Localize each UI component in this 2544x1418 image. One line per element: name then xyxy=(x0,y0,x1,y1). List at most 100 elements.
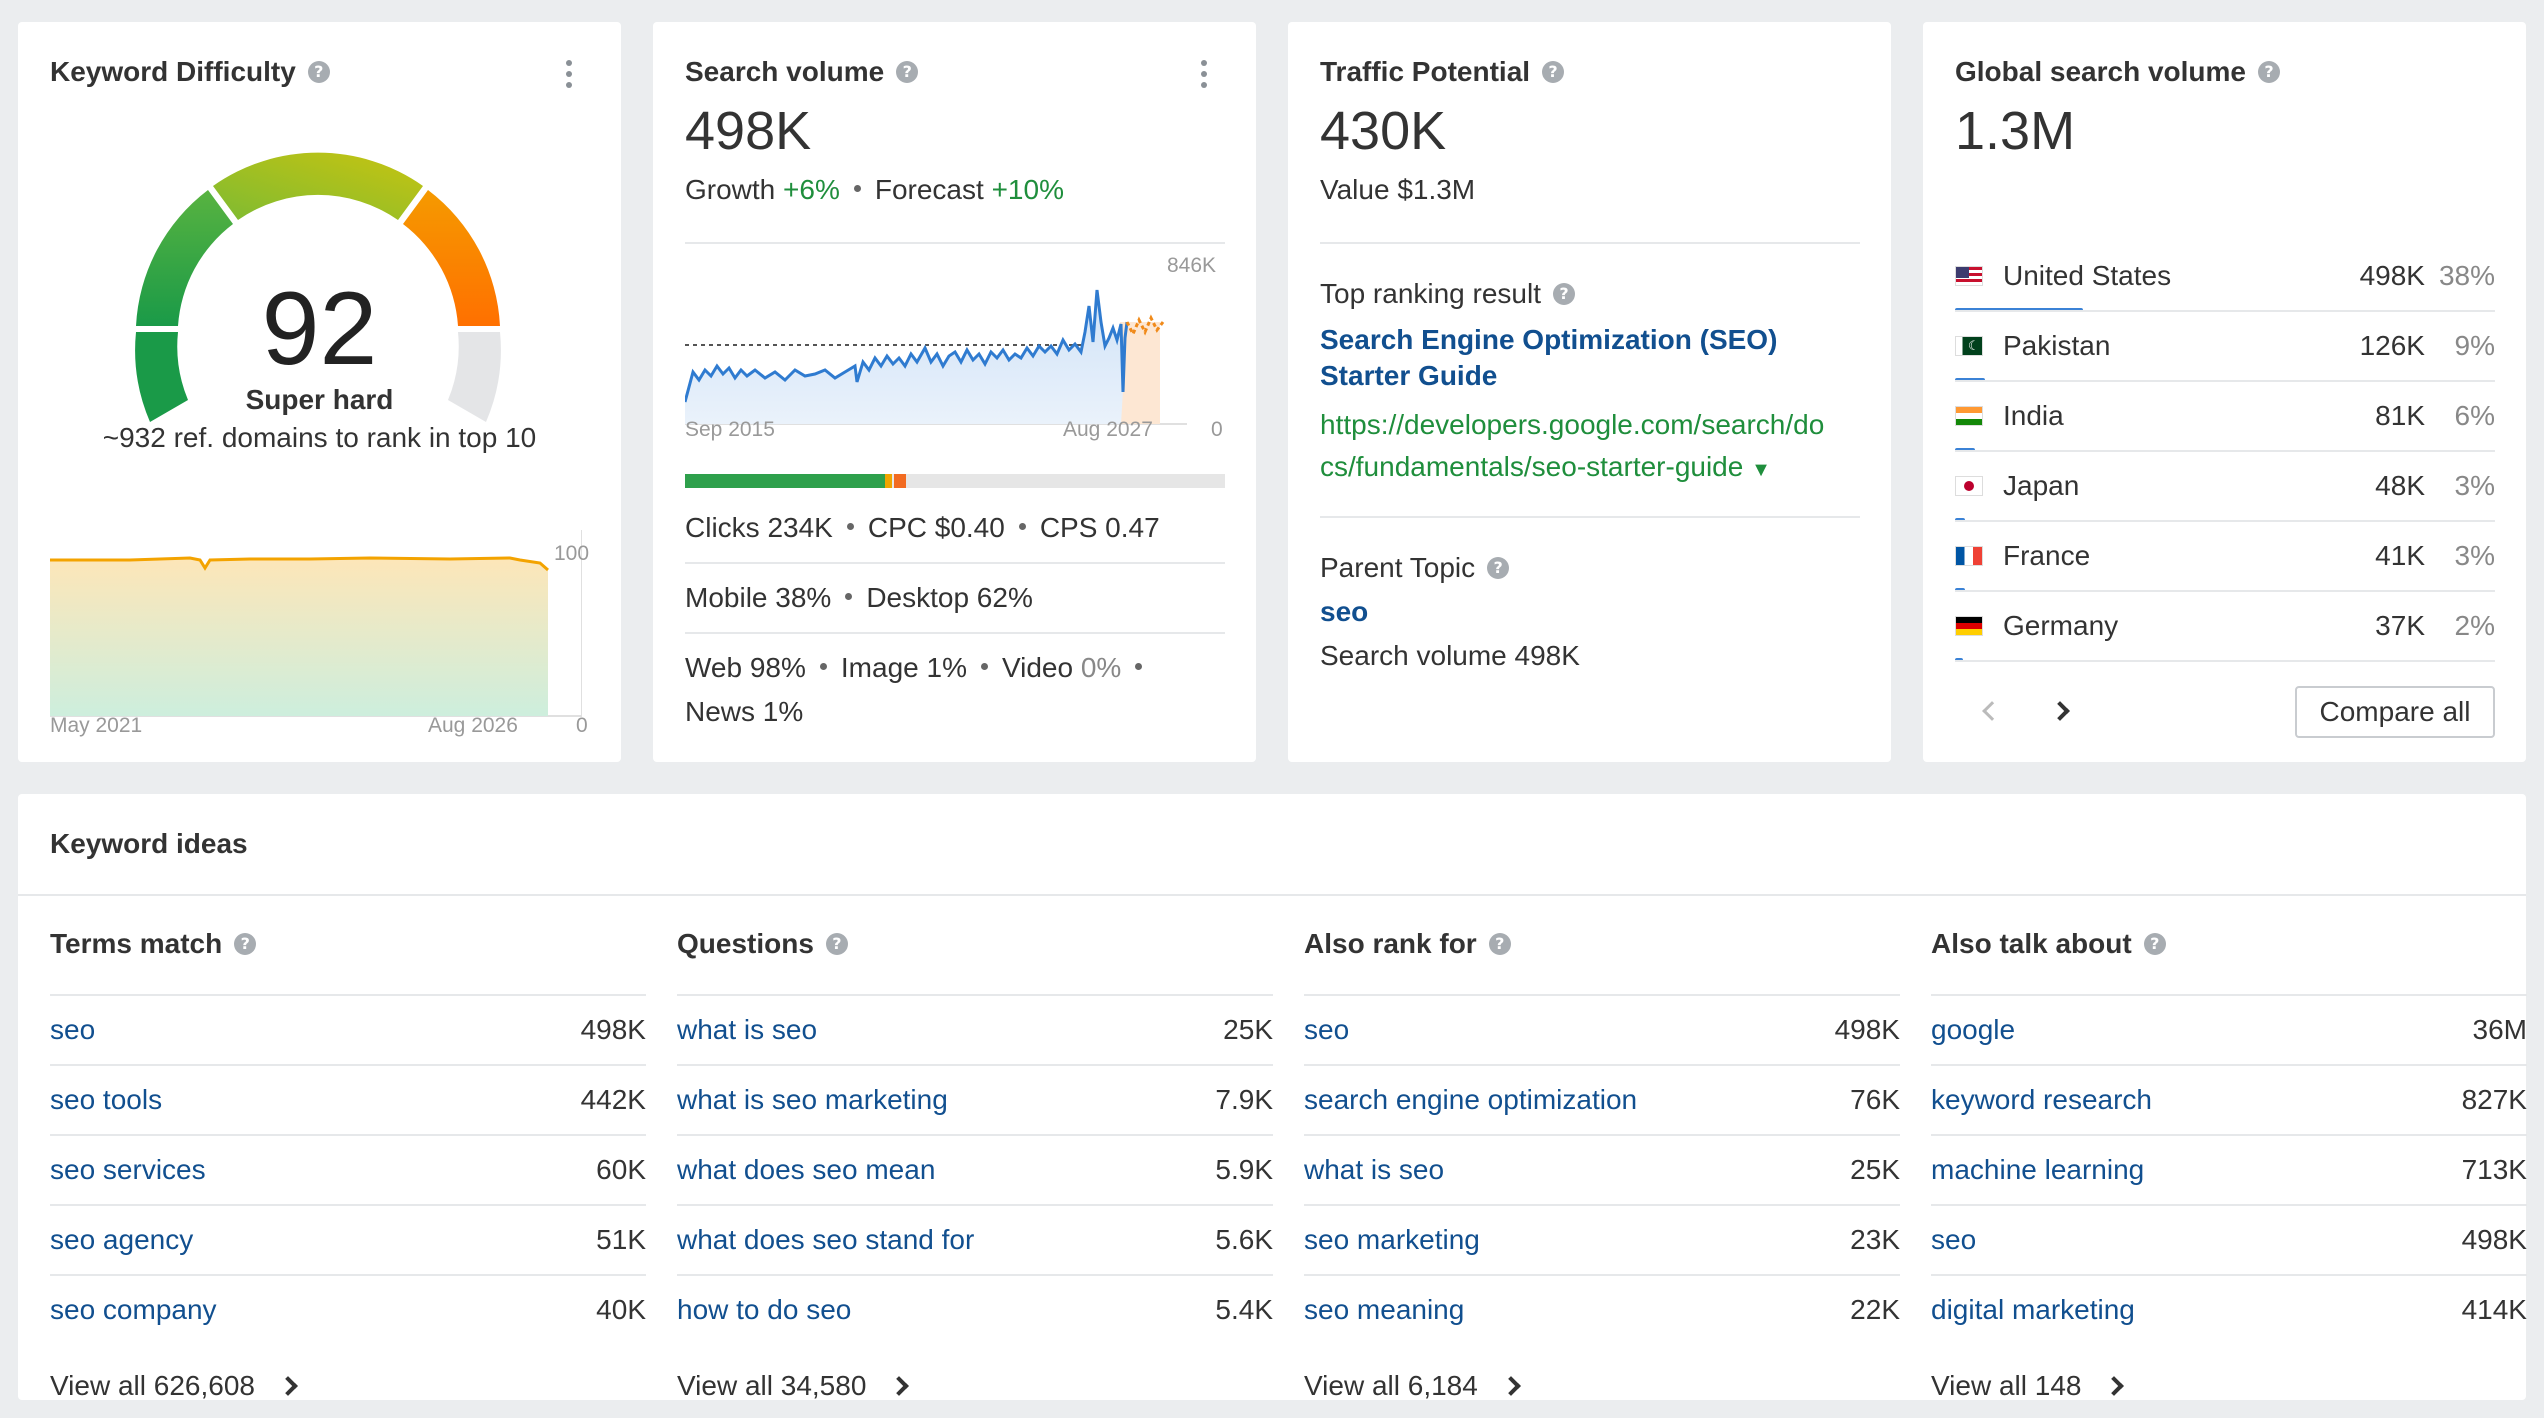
list-item[interactable]: digital marketing 414K xyxy=(1931,1294,2527,1325)
top-ranking-title-link[interactable]: Search Engine Optimization (SEO) Starter… xyxy=(1320,324,1778,391)
sv-device-line: Mobile 38% Desktop 62% xyxy=(685,582,1033,613)
country-row[interactable]: France 41K 3% xyxy=(1955,522,2495,592)
list-item[interactable]: seo tools 442K xyxy=(50,1084,646,1115)
difficulty-gauge xyxy=(135,152,501,422)
list-item[interactable]: seo 498K xyxy=(50,1014,646,1045)
chevron-right-icon xyxy=(2104,1376,2125,1396)
ki-column-title: Terms match ? xyxy=(50,928,257,960)
kd-history-chart xyxy=(50,530,582,717)
country-row[interactable]: United States 498K 38% xyxy=(1955,242,2495,312)
help-icon[interactable]: ? xyxy=(1487,557,1510,579)
kd-title: Keyword Difficulty ? xyxy=(50,56,330,88)
flag-us-icon xyxy=(1955,266,1983,286)
list-item[interactable]: seo agency 51K xyxy=(50,1224,646,1255)
search-volume-card: Search volume ? 498K Growth +6% Forecast … xyxy=(653,22,1256,762)
country-row[interactable]: Germany 37K 2% xyxy=(1955,592,2495,662)
sv-history-chart xyxy=(685,289,1187,425)
keyword-ideas-card: Keyword ideas Terms match ? seo 498K seo … xyxy=(18,794,2527,1402)
list-item[interactable]: seo services 60K xyxy=(50,1154,646,1185)
gauge-segment-4 xyxy=(403,190,500,326)
view-all-link[interactable]: View all 34,580 xyxy=(677,1370,910,1402)
list-item[interactable]: how to do seo 5.4K xyxy=(677,1294,1273,1325)
sv-news: News 1% xyxy=(685,696,804,727)
view-all-link[interactable]: View all 6,184 xyxy=(1304,1370,1521,1402)
flag-de-icon xyxy=(1955,616,1983,636)
help-icon[interactable]: ? xyxy=(1553,283,1576,305)
tp-value: 430K xyxy=(1320,101,1447,161)
country-row[interactable]: Japan 48K 3% xyxy=(1955,452,2495,522)
sv-value: 498K xyxy=(685,101,812,161)
list-item[interactable]: what is seo marketing 7.9K xyxy=(677,1084,1273,1115)
difficulty-score: 92 xyxy=(261,271,378,387)
view-all-link[interactable]: View all 148 xyxy=(1931,1370,2125,1402)
help-icon[interactable]: ? xyxy=(1542,61,1565,83)
help-icon[interactable]: ? xyxy=(825,933,848,955)
kd-chart-xend: Aug 2026 xyxy=(428,714,518,737)
kd-chart-xstart: May 2021 xyxy=(50,714,143,737)
list-item[interactable]: seo 498K xyxy=(1304,1014,1900,1045)
list-item[interactable]: what is seo 25K xyxy=(677,1014,1273,1045)
list-item[interactable]: google 36M xyxy=(1931,1014,2527,1045)
more-options-icon[interactable] xyxy=(1201,60,1207,93)
next-page-icon[interactable] xyxy=(2050,701,2070,721)
help-icon[interactable]: ? xyxy=(2258,61,2280,83)
sv-chart-ymax: 846K xyxy=(1167,254,1217,277)
list-item[interactable]: search engine optimization 76K xyxy=(1304,1084,1900,1115)
gauge-segment-1 xyxy=(135,332,188,422)
help-icon[interactable]: ? xyxy=(896,61,919,83)
chevron-right-icon xyxy=(278,1376,298,1396)
country-row[interactable]: India 81K 6% xyxy=(1955,382,2495,452)
prev-page-icon[interactable] xyxy=(1982,701,2002,721)
view-all-link[interactable]: View all 626,608 xyxy=(50,1370,298,1402)
parent-topic-label: Parent Topic ? xyxy=(1320,552,1510,584)
list-item[interactable]: what does seo mean 5.9K xyxy=(677,1154,1273,1185)
gauge-segment-2 xyxy=(136,190,233,326)
traffic-potential-card: Traffic Potential ? 430K Value $1.3M Top… xyxy=(1288,22,1891,762)
list-item[interactable]: keyword research 827K xyxy=(1931,1084,2527,1115)
flag-pk-icon: ☾ xyxy=(1955,336,1983,356)
list-item[interactable]: seo 498K xyxy=(1931,1224,2527,1255)
help-icon[interactable]: ? xyxy=(1488,933,1511,955)
kd-chart-ymax: 100 xyxy=(554,542,590,565)
chevron-right-icon xyxy=(889,1376,910,1396)
ki-column-title: Also talk about ? xyxy=(1931,928,2166,960)
flag-in-icon xyxy=(1955,406,1983,426)
compare-all-button[interactable]: Compare all xyxy=(2295,686,2495,738)
top-ranking-url[interactable]: https://developers.google.com/search/do … xyxy=(1320,409,1825,482)
help-icon[interactable]: ? xyxy=(307,61,330,83)
global-search-volume-card: Global search volume ? 1.3M United State… xyxy=(1923,22,2526,762)
list-item[interactable]: seo marketing 23K xyxy=(1304,1224,1900,1255)
gauge-segment-3 xyxy=(213,152,423,220)
difficulty-subtitle: ~932 ref. domains to rank in top 10 xyxy=(102,422,537,453)
list-item[interactable]: seo meaning 22K xyxy=(1304,1294,1900,1325)
sv-distribution-bar xyxy=(685,474,1225,488)
top-ranking-label: Top ranking result ? xyxy=(1320,278,1576,310)
keyword-difficulty-card: Keyword Difficulty ? 92 Super hard ~932 … xyxy=(18,22,621,762)
ki-title: Keyword ideas xyxy=(50,828,248,859)
tp-value-usd: Value $1.3M xyxy=(1320,174,1476,205)
parent-topic-link[interactable]: seo xyxy=(1320,596,1369,627)
sv-growth-line: Growth +6% Forecast +10% xyxy=(685,174,1064,205)
tp-title: Traffic Potential ? xyxy=(1320,56,1565,88)
country-list: United States 498K 38% ☾ Pakistan 126K 9… xyxy=(1955,242,2495,662)
more-options-icon[interactable] xyxy=(566,60,572,93)
sv-chart-xstart: Sep 2015 xyxy=(685,418,775,441)
country-row[interactable]: ☾ Pakistan 126K 9% xyxy=(1955,312,2495,382)
help-icon[interactable]: ? xyxy=(2143,933,2166,955)
sv-clicks-line: Clicks 234K CPC $0.40 CPS 0.47 xyxy=(685,512,1160,543)
caret-down-icon[interactable]: ▼ xyxy=(1751,459,1771,481)
list-item[interactable]: what does seo stand for 5.6K xyxy=(677,1224,1273,1255)
gsv-title: Global search volume ? xyxy=(1955,56,2280,88)
help-icon[interactable]: ? xyxy=(234,933,257,955)
gauge-segment-5 xyxy=(448,332,501,422)
flag-jp-icon xyxy=(1955,476,1983,496)
chevron-right-icon xyxy=(1500,1376,1521,1396)
parent-topic-volume: Search volume 498K xyxy=(1320,640,1580,671)
difficulty-label: Super hard xyxy=(245,384,394,415)
list-item[interactable]: what is seo 25K xyxy=(1304,1154,1900,1185)
kd-chart-ymin: 0 xyxy=(576,714,588,737)
sv-chart-ymin: 0 xyxy=(1211,418,1223,441)
list-item[interactable]: seo company 40K xyxy=(50,1294,646,1325)
list-item[interactable]: machine learning 713K xyxy=(1931,1154,2527,1185)
sv-title: Search volume ? xyxy=(685,56,919,88)
